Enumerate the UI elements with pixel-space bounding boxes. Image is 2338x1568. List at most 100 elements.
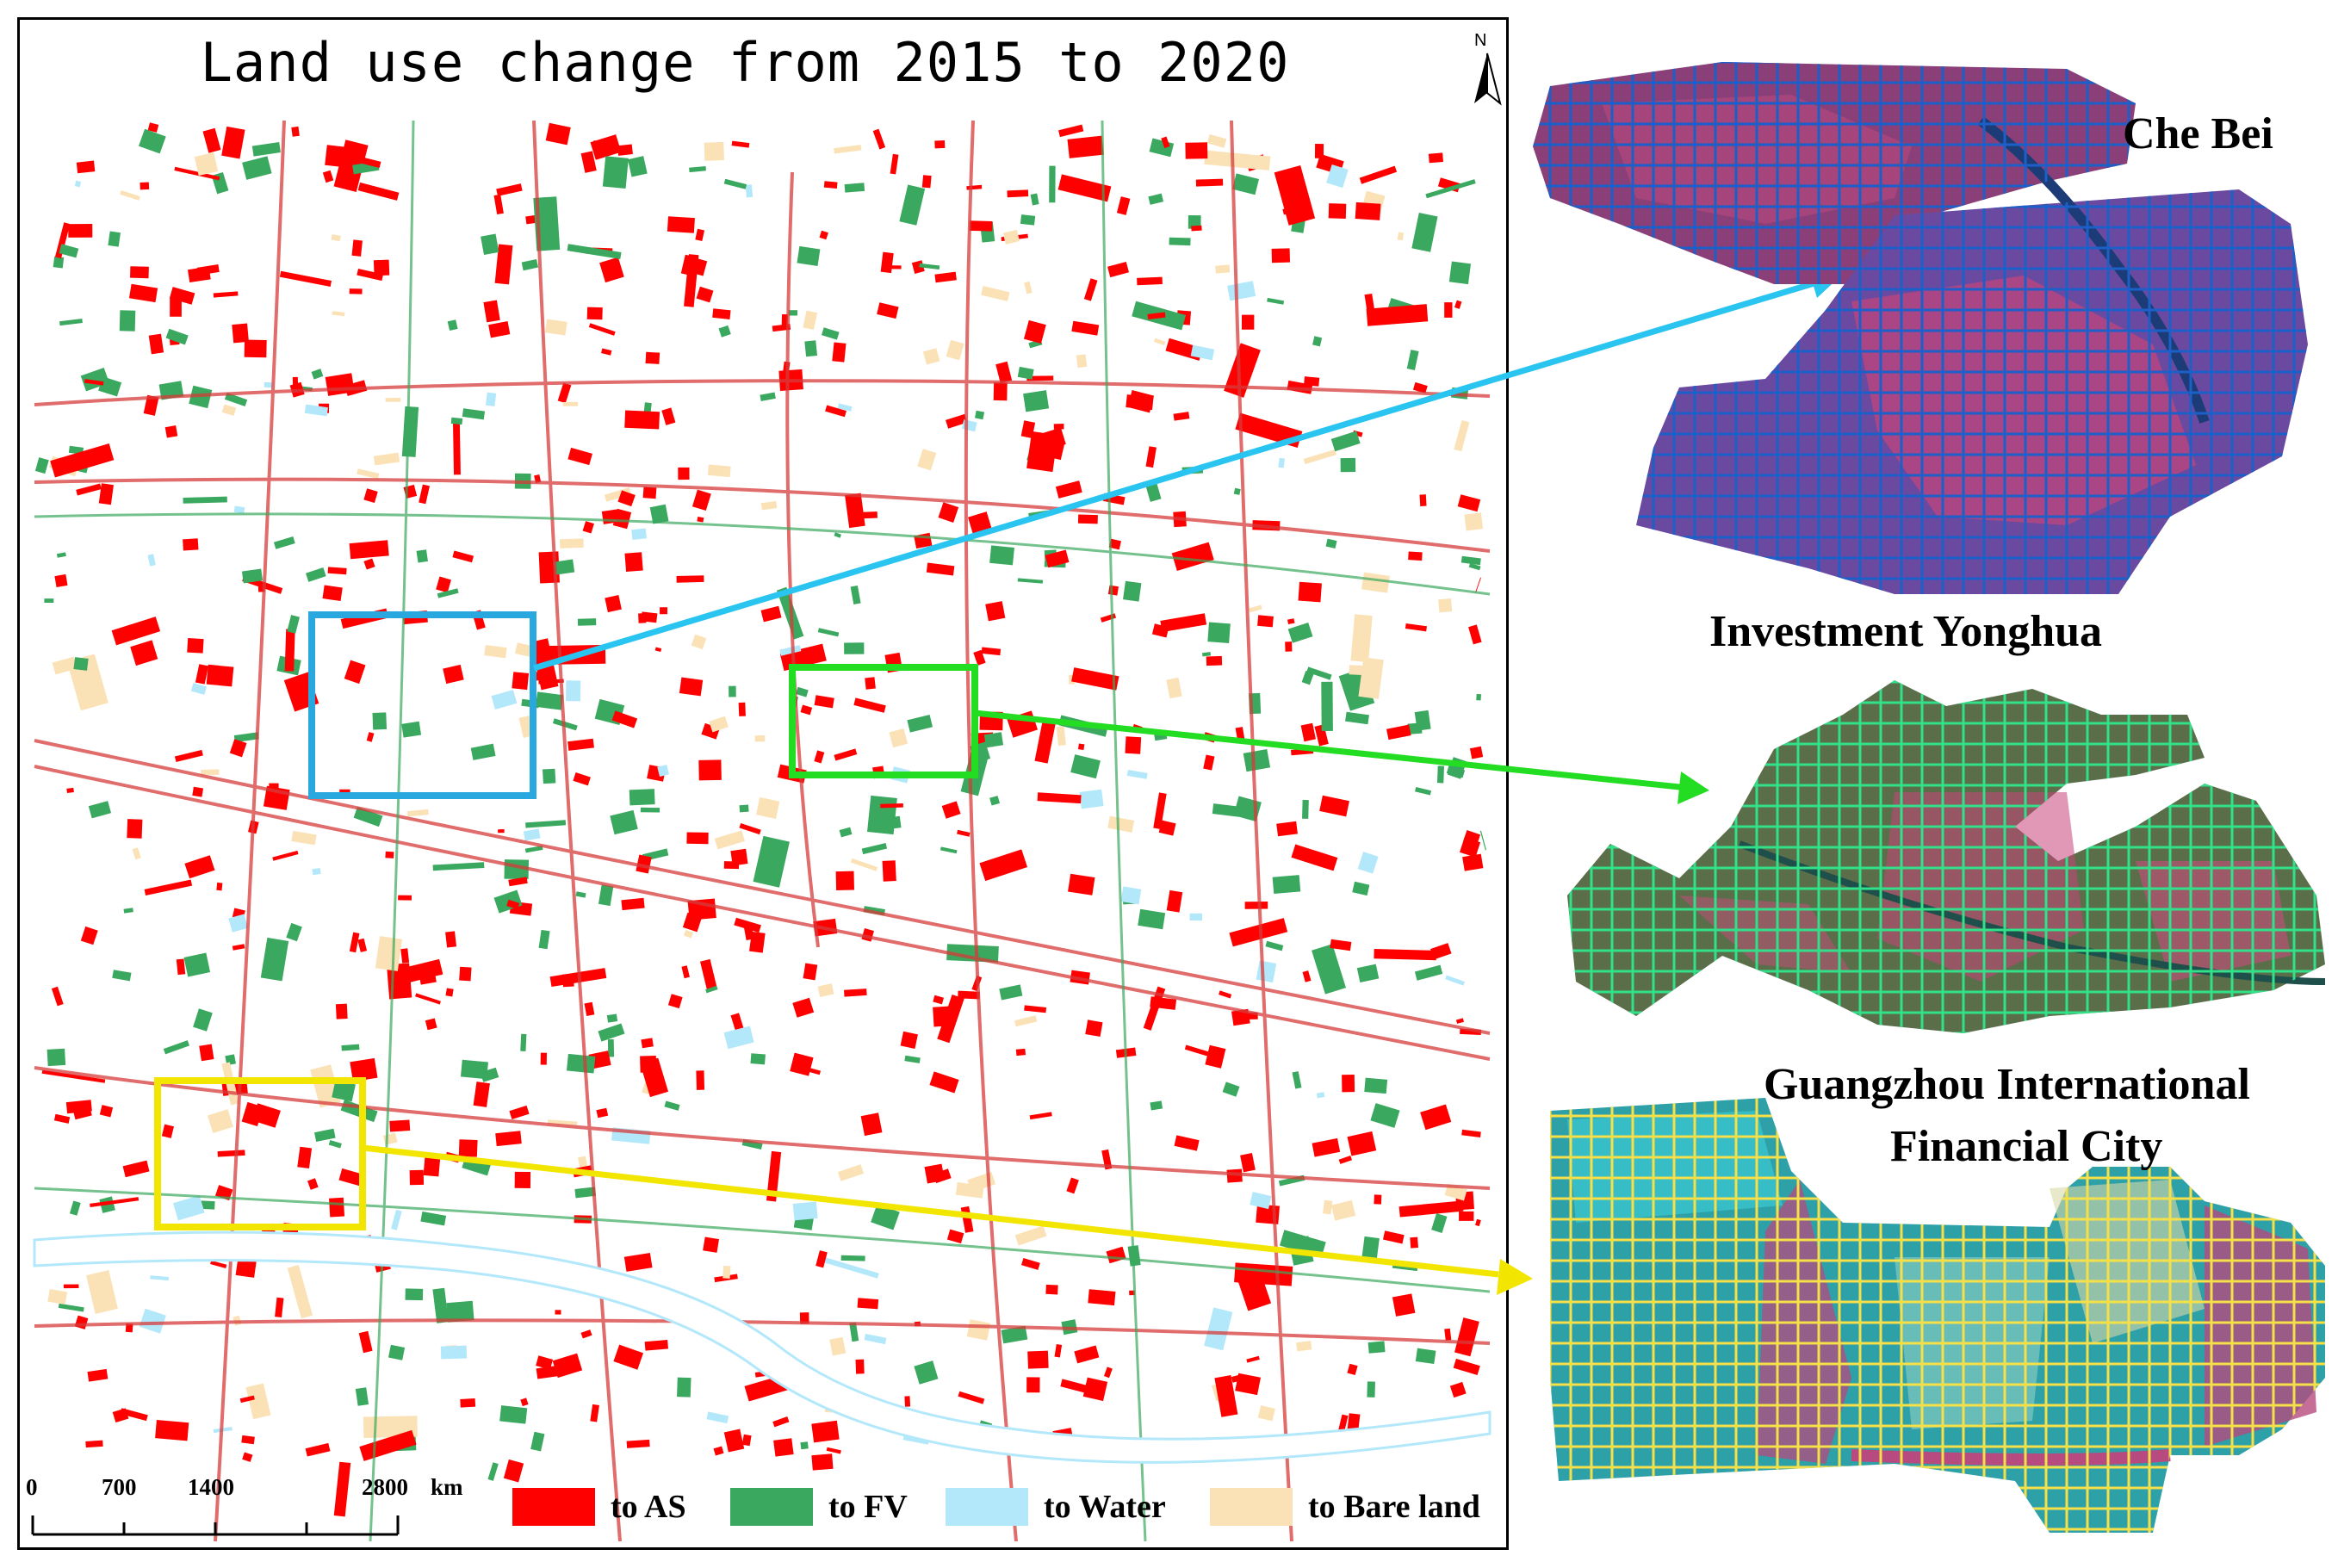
land-patch — [74, 1315, 89, 1329]
land-patch — [926, 562, 955, 576]
land-patch — [311, 369, 324, 380]
land-patch — [958, 1391, 985, 1404]
land-patch — [170, 297, 182, 317]
land-patch — [207, 1109, 233, 1134]
investment-yonghua-box[interactable] — [789, 664, 978, 778]
land-patch — [1460, 555, 1481, 566]
land-patch — [684, 254, 699, 307]
land-patch — [272, 850, 299, 861]
land-patch — [955, 1182, 984, 1199]
land-patch — [127, 819, 143, 839]
land-patch — [44, 598, 54, 603]
land-patch — [189, 385, 213, 409]
land-patch — [1174, 1135, 1200, 1151]
financial-city-arrowhead — [1497, 1259, 1533, 1295]
land-patch — [241, 568, 264, 584]
legend-swatch-bare-land — [1210, 1488, 1293, 1526]
land-patch — [664, 1100, 680, 1111]
land-patch — [351, 239, 363, 257]
land-patch — [696, 286, 714, 303]
land-patch — [1158, 820, 1176, 836]
land-patch — [575, 891, 586, 898]
land-patch — [363, 1416, 418, 1438]
land-patch — [1056, 726, 1066, 747]
land-patch — [1475, 577, 1481, 593]
land-patch — [123, 908, 133, 914]
land-patch — [51, 986, 64, 1007]
land-patch — [1358, 657, 1384, 699]
land-patch — [1357, 852, 1379, 874]
land-patch — [1026, 1377, 1040, 1393]
land-patch — [580, 151, 597, 173]
land-patch — [1350, 614, 1373, 662]
land-patch — [1055, 480, 1082, 499]
land-patch — [122, 1160, 150, 1178]
land-patch — [850, 585, 861, 604]
land-patch — [566, 1053, 596, 1074]
land-patch — [840, 1255, 865, 1261]
land-patch — [995, 361, 1013, 384]
land-patch — [291, 126, 300, 137]
land-patch — [130, 266, 149, 279]
land-patch — [899, 184, 926, 226]
land-patch — [458, 1139, 478, 1157]
legend-label-water: to Water — [1044, 1489, 1166, 1525]
land-patch — [34, 457, 49, 474]
land-patch — [714, 830, 745, 850]
land-patch — [287, 615, 300, 634]
land-patch — [460, 1059, 488, 1080]
land-patch — [1171, 542, 1214, 571]
land-patch — [470, 743, 496, 760]
che-bei-box[interactable] — [308, 611, 536, 799]
land-patch — [890, 153, 899, 175]
land-patch — [373, 452, 400, 466]
land-patch — [1410, 1236, 1418, 1249]
land-patch — [357, 182, 400, 201]
land-patch — [221, 404, 237, 416]
land-patch — [612, 508, 632, 530]
land-patch — [307, 1178, 319, 1190]
land-patch — [845, 493, 865, 529]
land-patch — [1312, 944, 1346, 995]
land-patch — [792, 1201, 818, 1221]
land-patch — [264, 381, 273, 388]
land-patch — [1340, 457, 1356, 473]
land-patch — [47, 1048, 66, 1067]
land-patch — [707, 464, 731, 478]
land-patch — [636, 854, 652, 874]
land-patch — [745, 184, 753, 198]
land-patch — [538, 929, 550, 950]
land-patch — [355, 1387, 369, 1406]
land-patch — [1342, 1074, 1355, 1093]
land-patch — [1370, 1103, 1400, 1128]
land-patch — [147, 554, 156, 567]
land-patch — [584, 1001, 595, 1016]
land-patch — [176, 958, 186, 976]
land-patch — [59, 244, 79, 258]
land-patch — [574, 1187, 597, 1199]
land-patch — [1143, 986, 1166, 1031]
land-patch — [1415, 1348, 1436, 1365]
land-patch — [503, 1459, 524, 1483]
land-patch — [1468, 562, 1481, 571]
land-patch — [85, 1440, 103, 1448]
legend-swatch-water — [946, 1488, 1028, 1526]
land-patch — [1300, 722, 1316, 742]
financial-city-box[interactable] — [154, 1077, 366, 1230]
land-patch — [1206, 133, 1227, 148]
land-patch — [1408, 551, 1423, 561]
land-patch — [190, 683, 207, 695]
land-patch — [1364, 293, 1375, 313]
land-patch — [432, 862, 485, 871]
land-patch — [305, 1442, 331, 1457]
land-patch — [1045, 549, 1070, 568]
land-patch — [525, 820, 567, 828]
land-patch — [743, 924, 754, 941]
land-patch — [1149, 138, 1175, 158]
land-patch — [1366, 304, 1429, 326]
land-patch — [314, 1128, 336, 1142]
land-patch — [1257, 1405, 1275, 1422]
land-patch — [1027, 1350, 1049, 1369]
land-patch — [837, 1164, 865, 1181]
